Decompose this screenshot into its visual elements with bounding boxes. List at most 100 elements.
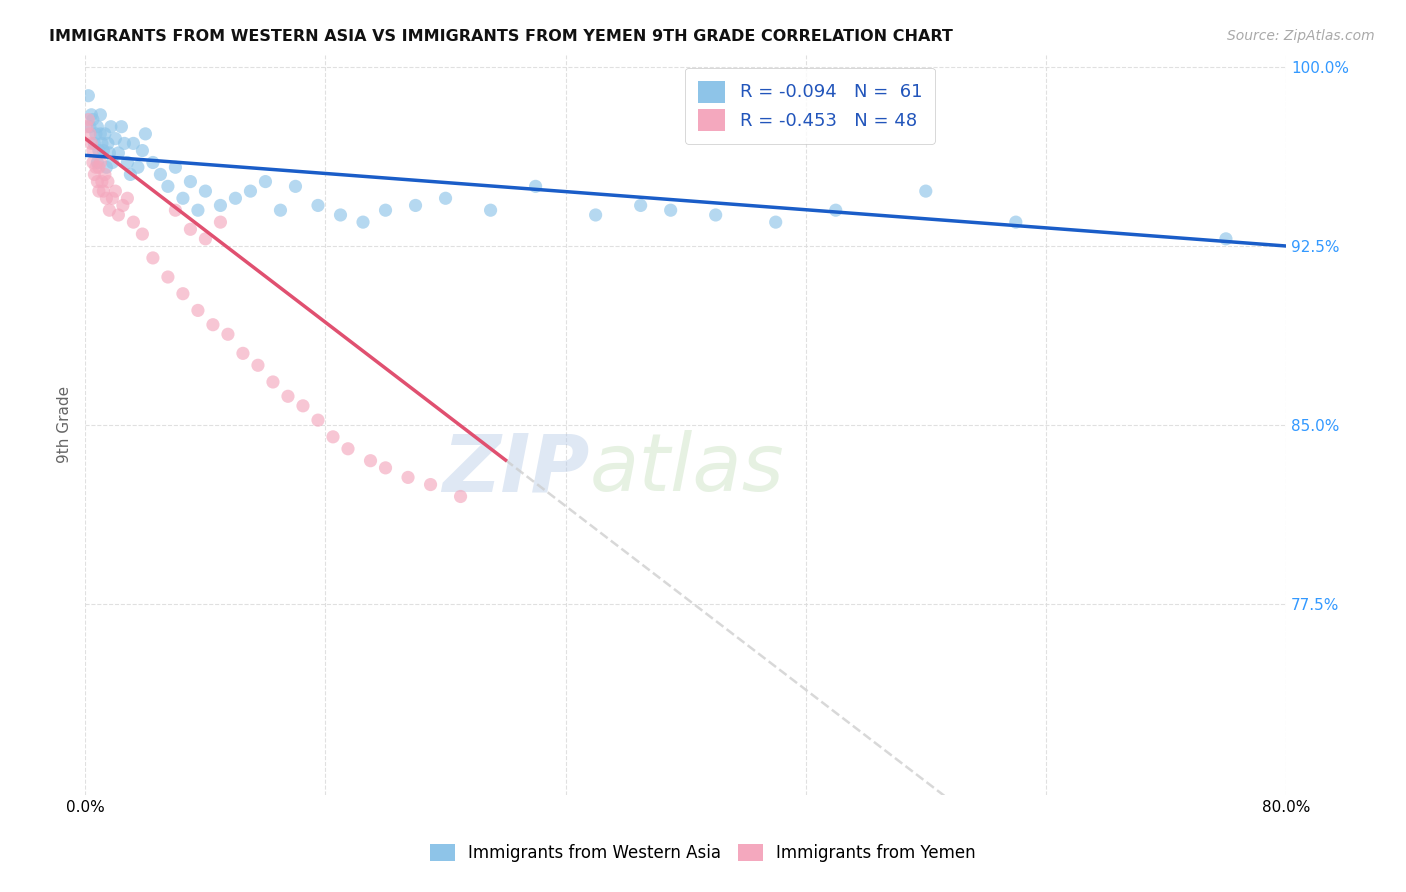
Point [307, 198, 329, 212]
Point [101, 155, 124, 169]
Point [450, 490, 472, 504]
Point [93, 144, 115, 158]
Point [107, 208, 129, 222]
Point [117, 155, 139, 169]
Point [352, 215, 374, 229]
Point [284, 179, 307, 194]
Point [111, 198, 134, 212]
Point [94, 127, 117, 141]
Point [89, 108, 111, 122]
Point [187, 303, 209, 318]
Point [90, 175, 112, 189]
Point [98, 145, 121, 160]
Point [97, 136, 120, 151]
Text: ZIP: ZIP [443, 430, 589, 508]
Point [1004, 215, 1026, 229]
Legend: Immigrants from Western Asia, Immigrants from Yemen: Immigrants from Western Asia, Immigrants… [422, 836, 984, 871]
Point [83, 168, 105, 182]
Point [110, 120, 132, 134]
Point [659, 203, 682, 218]
Point [76, 120, 98, 134]
Point [194, 184, 217, 198]
Point [83, 136, 105, 151]
Point [86, 155, 108, 169]
Point [630, 198, 652, 212]
Point [80, 108, 103, 122]
Point [396, 470, 419, 484]
Point [98, 203, 121, 218]
Point [187, 203, 209, 218]
Point [156, 270, 179, 285]
Point [101, 191, 124, 205]
Point [419, 477, 441, 491]
Point [79, 120, 101, 134]
Point [97, 175, 120, 189]
Point [1215, 232, 1237, 246]
Point [82, 155, 104, 169]
Point [217, 327, 239, 342]
Point [322, 430, 344, 444]
Text: IMMIGRANTS FROM WESTERN ASIA VS IMMIGRANTS FROM YEMEN 9TH GRADE CORRELATION CHAR: IMMIGRANTS FROM WESTERN ASIA VS IMMIGRAN… [49, 29, 953, 44]
Point [86, 175, 108, 189]
Point [232, 346, 254, 360]
Point [329, 208, 352, 222]
Point [479, 203, 502, 218]
Text: Source: ZipAtlas.com: Source: ZipAtlas.com [1227, 29, 1375, 43]
Point [585, 208, 607, 222]
Point [94, 168, 117, 182]
Point [87, 184, 110, 198]
Point [104, 131, 127, 145]
Point [82, 144, 104, 158]
Point [374, 203, 396, 218]
Point [704, 208, 727, 222]
Point [374, 461, 396, 475]
Point [112, 136, 135, 151]
Point [104, 184, 127, 198]
Point [122, 136, 145, 151]
Point [149, 168, 172, 182]
Point [80, 136, 103, 151]
Point [224, 191, 246, 205]
Point [194, 232, 217, 246]
Point [179, 175, 201, 189]
Point [84, 127, 107, 141]
Point [765, 215, 787, 229]
Point [134, 127, 156, 141]
Point [142, 251, 165, 265]
Point [96, 191, 118, 205]
Point [100, 120, 122, 134]
Point [79, 127, 101, 141]
Point [172, 286, 194, 301]
Point [117, 191, 139, 205]
Point [120, 168, 142, 182]
Point [131, 144, 153, 158]
Point [405, 198, 427, 212]
Point [524, 179, 547, 194]
Point [246, 359, 269, 373]
Point [209, 198, 232, 212]
Point [142, 155, 165, 169]
Point [77, 112, 100, 127]
Point [337, 442, 360, 456]
Point [165, 161, 187, 175]
Point [93, 184, 115, 198]
Point [89, 155, 111, 169]
Point [209, 215, 232, 229]
Point [291, 399, 314, 413]
Y-axis label: 9th Grade: 9th Grade [58, 386, 72, 464]
Point [87, 161, 110, 175]
Point [165, 203, 187, 218]
Legend: R = -0.094   N =  61, R = -0.453   N = 48: R = -0.094 N = 61, R = -0.453 N = 48 [686, 68, 935, 144]
Point [107, 145, 129, 160]
Point [434, 191, 457, 205]
Point [96, 161, 118, 175]
Point [156, 179, 179, 194]
Point [82, 112, 104, 127]
Point [360, 453, 382, 467]
Point [239, 184, 262, 198]
Point [77, 88, 100, 103]
Point [84, 161, 107, 175]
Point [131, 227, 153, 241]
Point [824, 203, 846, 218]
Point [87, 144, 110, 158]
